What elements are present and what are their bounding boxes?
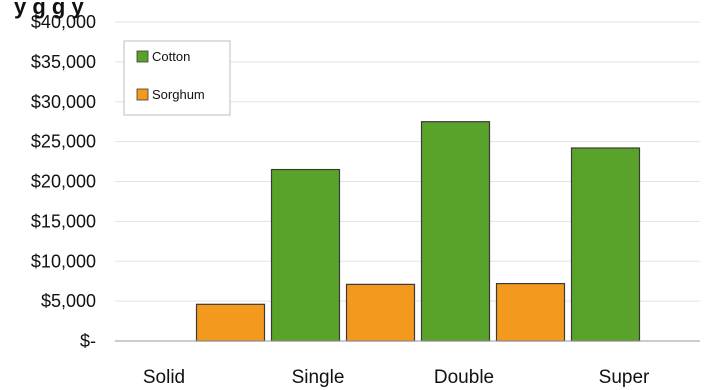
y-tick-label: $30,000 [31, 92, 96, 112]
y-tick-label: $40,000 [31, 12, 96, 32]
legend: Cotton Sorghum [123, 40, 231, 116]
bar-sorghum-double [495, 282, 566, 342]
chart-title-fragment: y g g y [14, 0, 84, 19]
bar-cotton-double [420, 121, 491, 342]
x-axis-category-labels: Solid Single Double Super [143, 367, 650, 388]
x-category-label: Single [292, 367, 345, 388]
bar-sorghum-solid [195, 303, 266, 342]
x-category-label: Super [599, 367, 650, 388]
legend-swatch-cotton [136, 50, 149, 63]
y-tick-label: $35,000 [31, 52, 96, 72]
y-axis-tick-labels: $- $5,000 $10,000 $15,000 $20,000 $25,000 $30,… [31, 12, 96, 351]
bar-cotton-super [570, 147, 641, 342]
bar-cotton-single [270, 168, 341, 342]
y-tick-label: $10,000 [31, 251, 96, 271]
y-tick-label: $25,000 [31, 132, 96, 152]
y-tick-label: $5,000 [41, 291, 96, 311]
legend-label-cotton: Cotton [152, 49, 190, 64]
bar-sorghum-single [345, 283, 416, 342]
x-category-label: Double [434, 367, 494, 388]
y-tick-label: $- [80, 331, 96, 351]
legend-swatch-sorghum [136, 88, 149, 101]
y-tick-label: $15,000 [31, 211, 96, 231]
legend-label-sorghum: Sorghum [152, 87, 205, 102]
x-category-label: Solid [143, 367, 185, 388]
legend-box [123, 40, 231, 116]
y-tick-label: $20,000 [31, 172, 96, 192]
bars [195, 121, 641, 342]
